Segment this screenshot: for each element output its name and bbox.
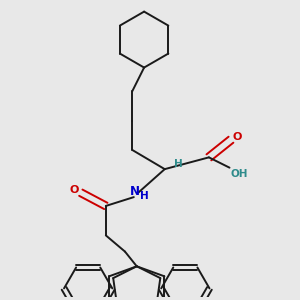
Text: OH: OH xyxy=(231,169,248,179)
Text: O: O xyxy=(70,185,79,195)
Text: H: H xyxy=(140,190,149,201)
Text: H: H xyxy=(174,159,182,169)
Text: O: O xyxy=(233,132,242,142)
Text: N: N xyxy=(130,185,140,198)
